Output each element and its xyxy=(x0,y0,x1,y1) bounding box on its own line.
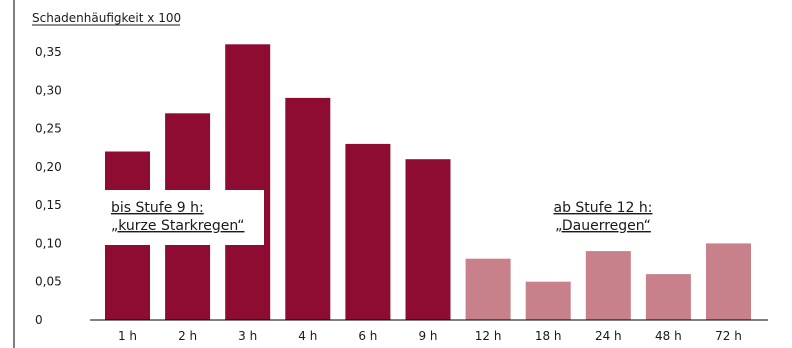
bars xyxy=(105,44,751,321)
x-tick-label: 2 h xyxy=(178,329,197,343)
y-tick-label: 0,15 xyxy=(35,198,62,212)
annotation-short-rain-line1: bis Stufe 9 h: xyxy=(111,200,204,216)
y-tick-label: 0 xyxy=(35,313,43,327)
x-tick-label: 48 h xyxy=(655,329,682,343)
x-tick-label: 3 h xyxy=(238,329,257,343)
bar xyxy=(285,97,331,321)
x-tick-label: 6 h xyxy=(358,329,377,343)
y-tick-label: 0,10 xyxy=(35,236,62,250)
x-tick-label: 1 h xyxy=(118,329,137,343)
bar xyxy=(465,258,511,320)
x-tick-label: 72 h xyxy=(715,329,742,343)
y-tick-label: 0,35 xyxy=(35,45,62,59)
bar xyxy=(645,274,691,320)
annotation-long-rain-line1: ab Stufe 12 h: xyxy=(553,200,652,216)
y-tick-label: 0,25 xyxy=(35,122,62,136)
bar xyxy=(706,243,751,320)
x-tick-label: 24 h xyxy=(595,329,622,343)
y-axis-ticks: 0 0,05 0,10 0,15 0,20 0,25 0,30 0,35 xyxy=(35,45,62,327)
x-tick-label: 9 h xyxy=(418,329,437,343)
bar xyxy=(405,159,451,320)
y-tick-label: 0,05 xyxy=(35,275,62,289)
annotation-short-rain-box xyxy=(100,190,264,245)
x-tick-label: 18 h xyxy=(535,329,562,343)
y-tick-label: 0,30 xyxy=(35,83,62,97)
annotation-short-rain-line2: „kurze Starkregen“ xyxy=(111,218,244,234)
x-tick-label: 4 h xyxy=(298,329,317,343)
bar xyxy=(525,281,571,320)
bar xyxy=(585,251,631,320)
annotation-long-rain-line2: „Dauerregen“ xyxy=(555,218,651,234)
x-axis-ticks: 1 h 2 h 3 h 4 h 6 h 9 h 12 h 18 h 24 h 48 h 72 h xyxy=(118,329,742,343)
bar xyxy=(225,44,271,321)
x-tick-label: 12 h xyxy=(475,329,502,343)
bar xyxy=(345,143,391,320)
annotation-short-rain: bis Stufe 9 h: „kurze Starkregen“ xyxy=(100,190,264,245)
annotation-long-rain: ab Stufe 12 h: „Dauerregen“ xyxy=(553,200,652,234)
y-axis-label: Schadenhäufigkeit x 100 xyxy=(32,11,181,25)
y-tick-label: 0,20 xyxy=(35,160,62,174)
